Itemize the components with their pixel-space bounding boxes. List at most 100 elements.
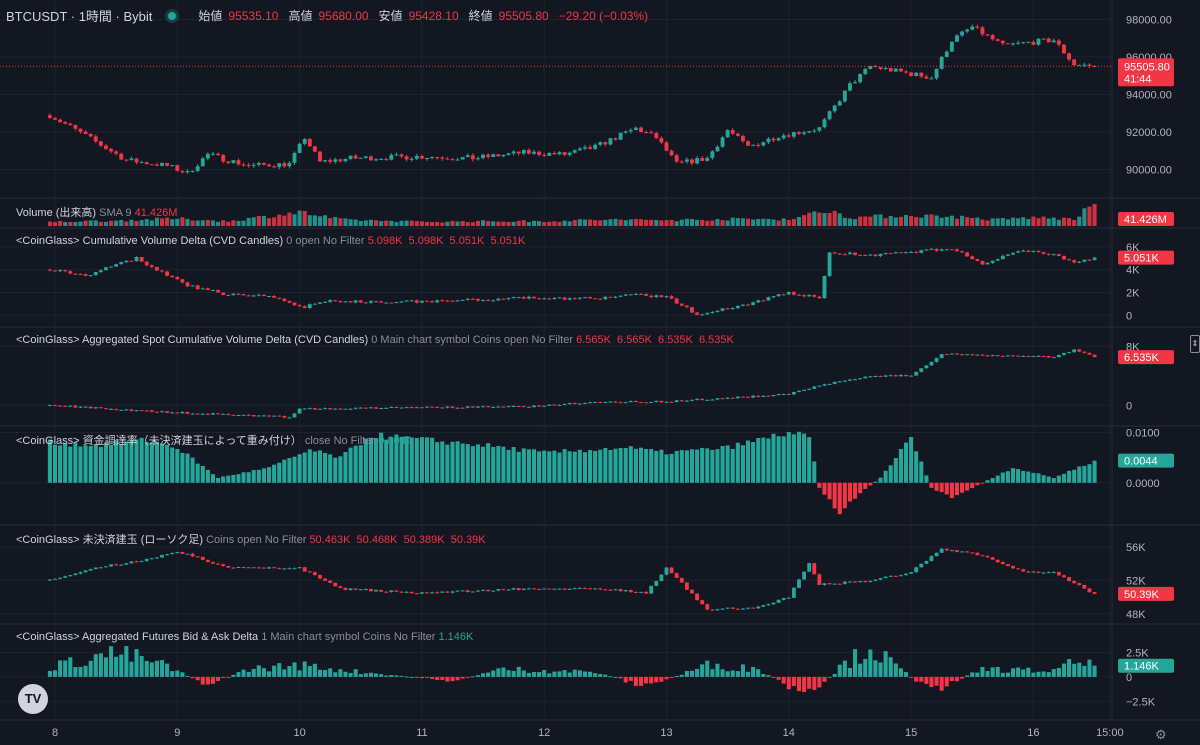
volume-bar: [277, 214, 282, 226]
price-candle: [521, 149, 526, 154]
funding-bar: [847, 482, 852, 502]
time-tick-label: 13: [660, 727, 672, 739]
spot-cvd-candle: [1011, 355, 1015, 357]
oi-candle: [374, 589, 378, 592]
price-candle: [53, 117, 57, 120]
price-candle: [842, 90, 847, 102]
bidask-bar: [628, 676, 633, 681]
funding-bar: [934, 482, 939, 491]
bidask-bar: [363, 673, 368, 677]
oi-candle: [261, 567, 266, 569]
funding-bar: [542, 450, 547, 483]
bidask-bar: [1092, 665, 1097, 677]
volume-bar: [261, 215, 266, 226]
oi-candle: [292, 568, 297, 570]
cvd-candle: [277, 297, 282, 299]
funding-bar: [822, 482, 827, 495]
volume-badge: [1118, 212, 1174, 226]
oi-candle: [990, 557, 995, 560]
oi-candle: [567, 588, 572, 590]
volume-bar: [786, 219, 791, 226]
funding-bar: [842, 482, 847, 509]
price-candle: [465, 155, 470, 158]
spot-cvd-candle: [460, 407, 465, 409]
funding-bar: [302, 452, 307, 483]
cvd-legend[interactable]: <CoinGlass> Cumulative Volume Delta (CVD…: [16, 235, 525, 247]
cvd-candle: [1026, 250, 1031, 252]
bidask-bar: [766, 675, 771, 677]
bidask-bar: [1077, 662, 1082, 677]
price-candle: [893, 68, 898, 72]
funding-bar: [78, 446, 83, 483]
oi-legend[interactable]: <CoinGlass> 未決済建玉 (ローソク足) Coins open No …: [16, 531, 486, 547]
pane-resize-handle[interactable]: ⇕: [1190, 335, 1200, 353]
cvd-candle: [460, 299, 465, 301]
funding-bar: [832, 482, 837, 509]
gear-icon[interactable]: ⚙: [1155, 727, 1167, 742]
price-candle: [812, 130, 817, 132]
bidask-bar: [812, 676, 817, 690]
bidask-bar: [919, 676, 924, 682]
funding-bar: [618, 447, 623, 483]
price-candle: [572, 150, 577, 153]
volume-bar: [134, 221, 139, 226]
bidask-bar: [394, 675, 399, 677]
cvd-candle: [944, 249, 949, 251]
spot-cvd-candle: [216, 413, 221, 415]
funding-legend[interactable]: <CoinGlass> 資金調達率（未決済建玉によって重み付け） close N…: [16, 432, 412, 448]
volume-bar: [1051, 217, 1056, 226]
price-candle: [1082, 64, 1087, 66]
bidask-bar: [430, 676, 435, 679]
price-candle: [990, 35, 995, 40]
price-candle: [251, 164, 256, 166]
oi-candle: [679, 577, 684, 583]
funding-bar: [149, 442, 154, 483]
bidask-bar: [190, 676, 195, 679]
oi-candle: [1092, 592, 1097, 594]
funding-bar: [109, 444, 114, 483]
price-candle: [358, 157, 363, 159]
volume-bar: [216, 221, 221, 226]
price-candle: [776, 138, 781, 141]
bidask-legend[interactable]: <CoinGlass> Aggregated Futures Bid & Ask…: [16, 631, 473, 643]
funding-params: close No Filter: [304, 435, 376, 447]
cvd-candle: [272, 296, 277, 298]
cvd-candle: [985, 262, 990, 265]
funding-bar: [210, 474, 216, 483]
oi-candle: [949, 550, 954, 552]
price-candle: [628, 130, 633, 132]
volume-bar: [379, 221, 384, 226]
volume-bar: [1000, 217, 1005, 226]
tradingview-logo[interactable]: TV: [18, 684, 48, 714]
value-tick-label: 0.0000: [1126, 478, 1160, 490]
funding-bar: [435, 442, 440, 483]
spot-cvd-legend[interactable]: <CoinGlass> Aggregated Spot Cumulative V…: [16, 334, 734, 346]
cvd-candle: [389, 302, 394, 304]
bidask-bar: [664, 676, 669, 680]
volume-bar: [399, 220, 404, 226]
volume-bar: [710, 220, 715, 226]
cvd-candle: [756, 300, 761, 303]
bidask-bar: [883, 651, 888, 677]
spot-cvd-candle: [318, 408, 322, 410]
countdown-text: 41:44: [1124, 73, 1152, 85]
spot-cvd-candle: [491, 406, 496, 408]
symbol-title[interactable]: BTCUSDT · 1時間 · Bybit: [6, 9, 153, 24]
oi-candle: [893, 575, 898, 577]
funding-bar: [323, 452, 328, 483]
spot-cvd-candle: [374, 407, 378, 409]
oi-candle: [231, 567, 236, 569]
cvd-candle: [384, 302, 389, 304]
oi-candle: [78, 572, 83, 574]
funding-name: <CoinGlass> 資金調達率（未決済建玉によって重み付け）: [16, 435, 302, 447]
price-candle: [649, 132, 654, 134]
volume-legend[interactable]: Volume (出来高) SMA 9 41.426M: [16, 204, 177, 220]
bidask-bar: [684, 670, 689, 677]
price-candle: [807, 131, 812, 133]
volume-bar: [465, 222, 470, 226]
volume-bar: [363, 220, 368, 226]
cvd-candle: [705, 313, 710, 315]
bidask-bar: [165, 663, 170, 677]
bidask-bar: [358, 674, 363, 677]
